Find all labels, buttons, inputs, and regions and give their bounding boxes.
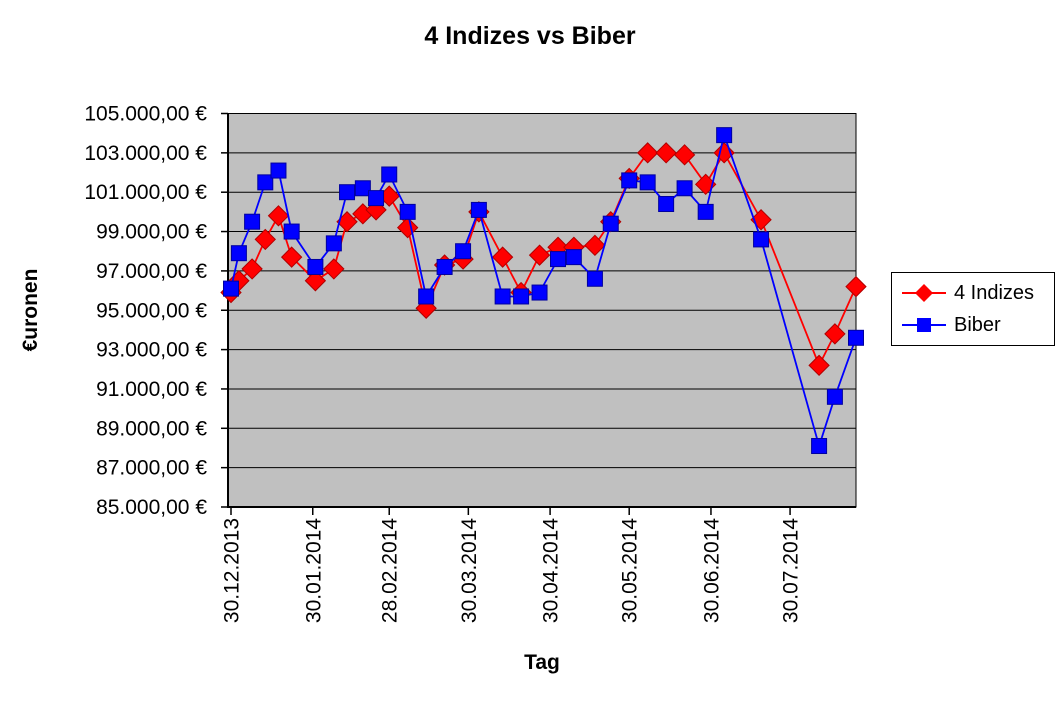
x-tick-label: 28.02.2014 (379, 518, 402, 623)
legend-marker-square-icon (902, 318, 946, 332)
data-point-marker (418, 288, 435, 305)
data-point-marker (223, 280, 239, 297)
x-ticks-and-labels: 30.12.2013 30.01.2014 28.02.2014 30.03.2014… (221, 507, 803, 623)
data-point-marker (280, 246, 303, 268)
data-point-marker (808, 354, 830, 377)
data-point-marker (307, 258, 324, 275)
legend-item-4-indizes: 4 Indizes (901, 282, 1054, 305)
y-tick-label: 97.000,00 € (96, 260, 207, 283)
legend-marker-diamond-icon (902, 284, 946, 302)
data-point-marker (602, 215, 619, 232)
data-point-marker (283, 223, 300, 240)
data-point-marker (845, 275, 867, 298)
data-point-marker (826, 388, 843, 405)
data-point-marker (811, 438, 828, 455)
data-point-marker (636, 142, 659, 164)
data-point-marker (584, 234, 606, 257)
y-tick-label: 103.000,00 € (84, 142, 207, 165)
data-point-marker (270, 162, 287, 179)
data-point-marker (325, 235, 342, 252)
data-point-marker (470, 201, 487, 218)
y-tick-label: 101.000,00 € (84, 181, 207, 204)
data-point-marker (354, 180, 371, 197)
data-point-marker (673, 144, 696, 166)
data-point-marker (848, 329, 864, 346)
x-tick-label: 30.06.2014 (700, 518, 723, 623)
y-tick-label: 95.000,00 € (96, 299, 207, 322)
data-point-marker (455, 243, 472, 260)
y-tick-label: 87.000,00 € (96, 457, 207, 480)
data-point-marker (244, 213, 261, 230)
y-axis-title: €uronen (19, 268, 42, 352)
x-tick-label: 30.12.2013 (221, 518, 244, 623)
x-tick-label: 30.01.2014 (302, 518, 325, 623)
data-point-marker (565, 249, 582, 266)
data-point-marker (267, 205, 290, 227)
data-point-marker (494, 288, 511, 305)
y-tick-label: 99.000,00 € (96, 221, 207, 244)
data-point-marker (658, 196, 675, 213)
x-tick-label: 30.05.2014 (619, 518, 642, 623)
y-gridlines-and-labels: 105.000,00 € 103.000,00 € 101.000,00 € 99.0… (84, 103, 856, 519)
legend: 4 Indizes Biber (891, 272, 1055, 346)
data-point-marker (550, 251, 567, 268)
data-point-marker (304, 270, 327, 292)
legend-label: Biber (954, 313, 1001, 336)
data-point-marker (399, 203, 416, 220)
y-tick-label: 91.000,00 € (96, 378, 207, 401)
data-point-marker (323, 258, 345, 280)
data-point-marker (528, 244, 551, 266)
data-point-marker (639, 174, 656, 191)
data-point-marker (697, 203, 714, 220)
legend-item-biber: Biber (901, 314, 1054, 337)
data-point-marker (824, 323, 846, 345)
data-point-marker (586, 270, 603, 287)
data-point-marker (531, 284, 548, 301)
data-point-marker (339, 184, 356, 201)
data-point-marker (676, 180, 693, 197)
data-point-marker (254, 228, 276, 251)
series-4-indizes-line (230, 151, 857, 368)
data-point-marker (257, 174, 274, 191)
data-point-marker (753, 231, 770, 248)
data-point-marker (655, 142, 677, 164)
data-point-marker (491, 246, 514, 268)
legend-label: 4 Indizes (954, 281, 1035, 304)
series-biber (223, 127, 864, 455)
series-biber-line (230, 131, 857, 450)
data-point-marker (381, 166, 398, 183)
x-tick-label: 30.03.2014 (458, 518, 481, 623)
x-axis-title: Tag (524, 651, 560, 674)
x-tick-label: 30.04.2014 (540, 518, 563, 623)
data-point-marker (716, 127, 733, 144)
chart-title: 4 Indizes vs Biber (424, 22, 636, 50)
y-tick-label: 89.000,00 € (96, 417, 207, 440)
y-tick-label: 85.000,00 € (96, 496, 207, 519)
data-point-marker (368, 190, 385, 207)
y-tick-label: 105.000,00 € (84, 103, 207, 126)
data-point-marker (513, 288, 530, 305)
data-point-marker (241, 258, 263, 280)
data-point-marker (436, 258, 453, 275)
data-point-marker (230, 245, 247, 262)
data-point-marker (621, 172, 638, 189)
y-tick-label: 93.000,00 € (96, 339, 207, 362)
x-tick-label: 30.07.2014 (780, 518, 803, 623)
